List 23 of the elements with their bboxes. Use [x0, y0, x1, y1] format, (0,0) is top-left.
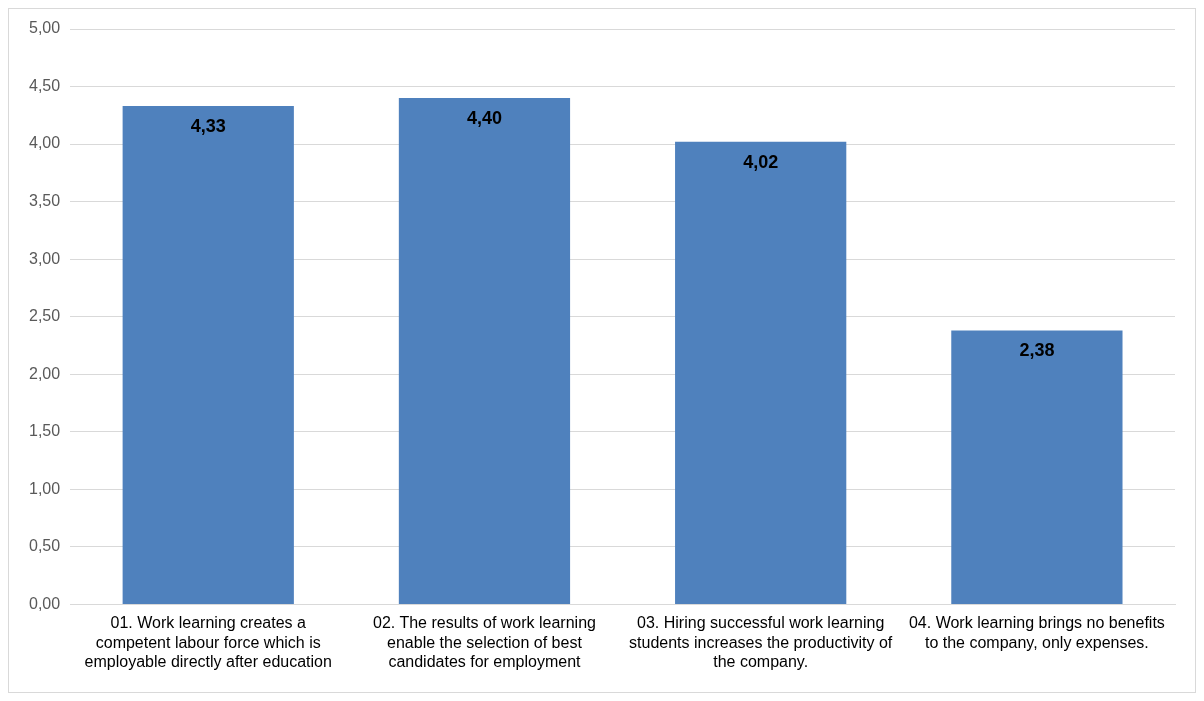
x-tick-label: 02. The results of work learning enable the selection of best candidates for employment — [372, 614, 596, 670]
y-tick-label: 4,50 — [29, 76, 61, 94]
data-label: 4,40 — [466, 108, 502, 129]
data-label: 4,02 — [743, 151, 779, 172]
bar — [398, 98, 571, 604]
bar — [675, 141, 847, 604]
y-tick-label: 1,50 — [29, 422, 61, 440]
x-tick-label: 04. Work learning brings no benefits to the company, only expenses. — [908, 614, 1165, 651]
x-tick-label: 03. Hiring successful work learning students increases the productivity of the company. — [629, 614, 893, 670]
y-tick-label: 2,00 — [29, 364, 61, 382]
x-tick-label: 01. Work learning creates a competent labour force which is employable directly after education — [84, 614, 332, 670]
y-tick-label: 0,50 — [29, 537, 61, 555]
data-label: 4,33 — [190, 116, 226, 137]
y-tick-label: 3,50 — [29, 192, 61, 210]
y-tick-label: 2,50 — [29, 307, 61, 325]
data-label: 2,38 — [1019, 340, 1055, 361]
y-tick-label: 5,00 — [29, 19, 61, 37]
bar — [122, 106, 294, 604]
bar — [951, 330, 1123, 604]
y-tick-label: 4,00 — [29, 134, 61, 152]
y-tick-label: 1,00 — [29, 479, 61, 497]
y-tick-label: 0,00 — [29, 594, 61, 612]
y-tick-label: 3,00 — [29, 249, 61, 267]
